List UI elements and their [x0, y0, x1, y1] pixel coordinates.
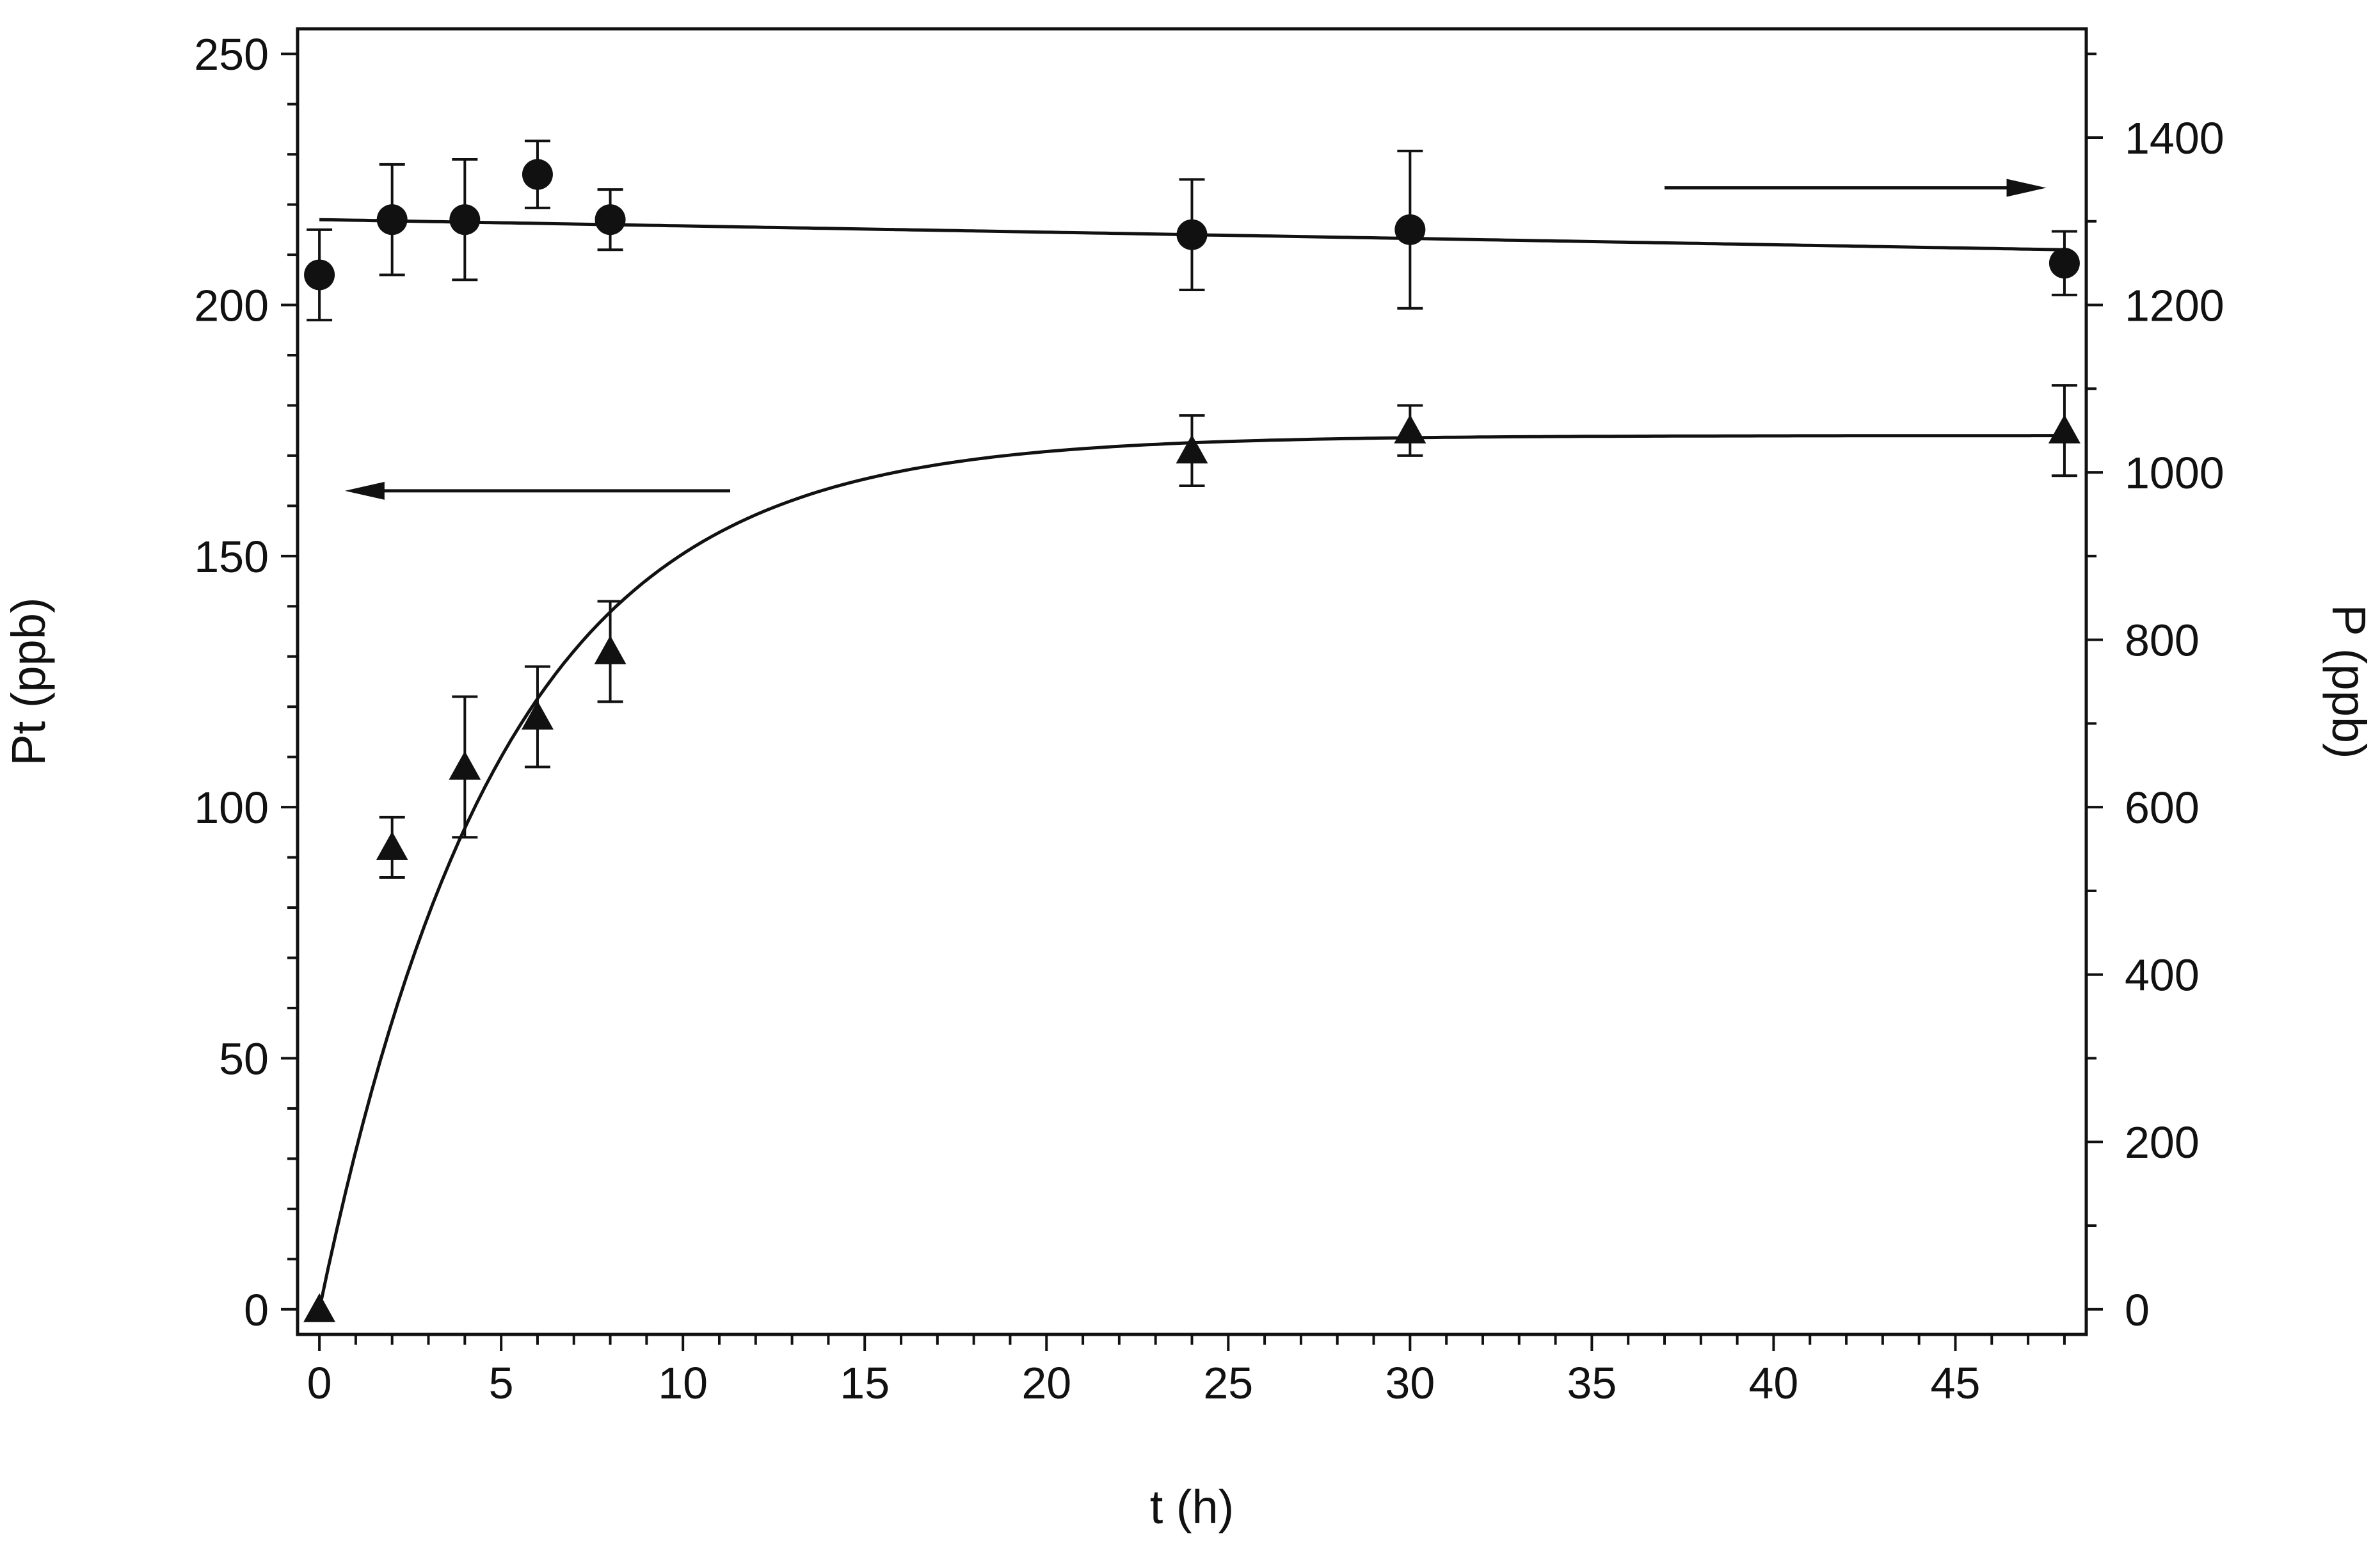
- p-data-point: [595, 204, 626, 236]
- y-left-tick-label: 250: [194, 29, 269, 79]
- data-markers: [303, 159, 2081, 1322]
- pt-data-point: [376, 831, 408, 860]
- pt-fit-curve: [317, 434, 2065, 1310]
- x-tick-label: 40: [1749, 1358, 1799, 1408]
- pt-data-point: [1176, 435, 1208, 464]
- pt-data-point: [521, 700, 554, 730]
- p-data-point: [376, 204, 408, 236]
- y-right-tick-label: 800: [2125, 616, 2200, 666]
- pt-data-point: [2048, 414, 2081, 444]
- fit-curves: [317, 218, 2065, 1310]
- pt-data-point: [303, 1293, 336, 1322]
- error-bars: [307, 140, 2077, 879]
- y-left-tick-label: 150: [194, 532, 269, 582]
- y-right-tick-label: 1400: [2125, 113, 2224, 163]
- tick-marks: [281, 52, 2103, 1351]
- x-tick-label: 30: [1385, 1358, 1435, 1408]
- y-left-tick-label: 200: [194, 281, 269, 331]
- p-data-point: [304, 259, 335, 291]
- series-arrows: [344, 179, 2047, 500]
- y-right-tick-label: 1000: [2125, 448, 2224, 498]
- p-data-point: [2049, 248, 2080, 279]
- p-axis-arrow-head: [2006, 179, 2047, 197]
- x-tick-label: 45: [1931, 1358, 1981, 1408]
- pt-data-point: [449, 751, 481, 780]
- pt-data-point: [1394, 414, 1426, 444]
- tick-labels: 0 5 10 15 20 25 30 35 40 45 0 50 100 150 200 250 0 200 400…: [194, 29, 2224, 1408]
- pt-axis-arrow-head: [344, 481, 385, 500]
- y-right-tick-label: 600: [2125, 783, 2200, 833]
- y-right-tick-label: 1200: [2125, 281, 2224, 331]
- x-tick-label: 35: [1567, 1358, 1617, 1408]
- y-right-tick-label: 0: [2125, 1285, 2150, 1335]
- y-left-tick-label: 100: [194, 783, 269, 833]
- p-data-point: [449, 204, 481, 236]
- y-left-tick-label: 50: [219, 1034, 269, 1084]
- x-tick-label: 25: [1203, 1358, 1253, 1408]
- x-tick-label: 0: [307, 1358, 332, 1408]
- x-tick-label: 10: [658, 1358, 708, 1408]
- p-data-point: [1176, 219, 1208, 250]
- pt-data-point: [594, 635, 627, 664]
- x-tick-label: 5: [489, 1358, 514, 1408]
- y-axis-right-title: P (ppb): [2322, 604, 2376, 758]
- x-tick-label: 15: [840, 1358, 890, 1408]
- y-right-tick-label: 400: [2125, 950, 2200, 1000]
- x-tick-label: 20: [1021, 1358, 1071, 1408]
- p-data-point: [522, 159, 553, 190]
- p-data-point: [1394, 214, 1426, 245]
- x-axis-title: t (h): [1150, 1480, 1234, 1533]
- y-left-tick-label: 0: [244, 1285, 269, 1335]
- y-right-tick-label: 200: [2125, 1117, 2200, 1167]
- y-axis-left-title: Pt (ppb): [2, 597, 55, 765]
